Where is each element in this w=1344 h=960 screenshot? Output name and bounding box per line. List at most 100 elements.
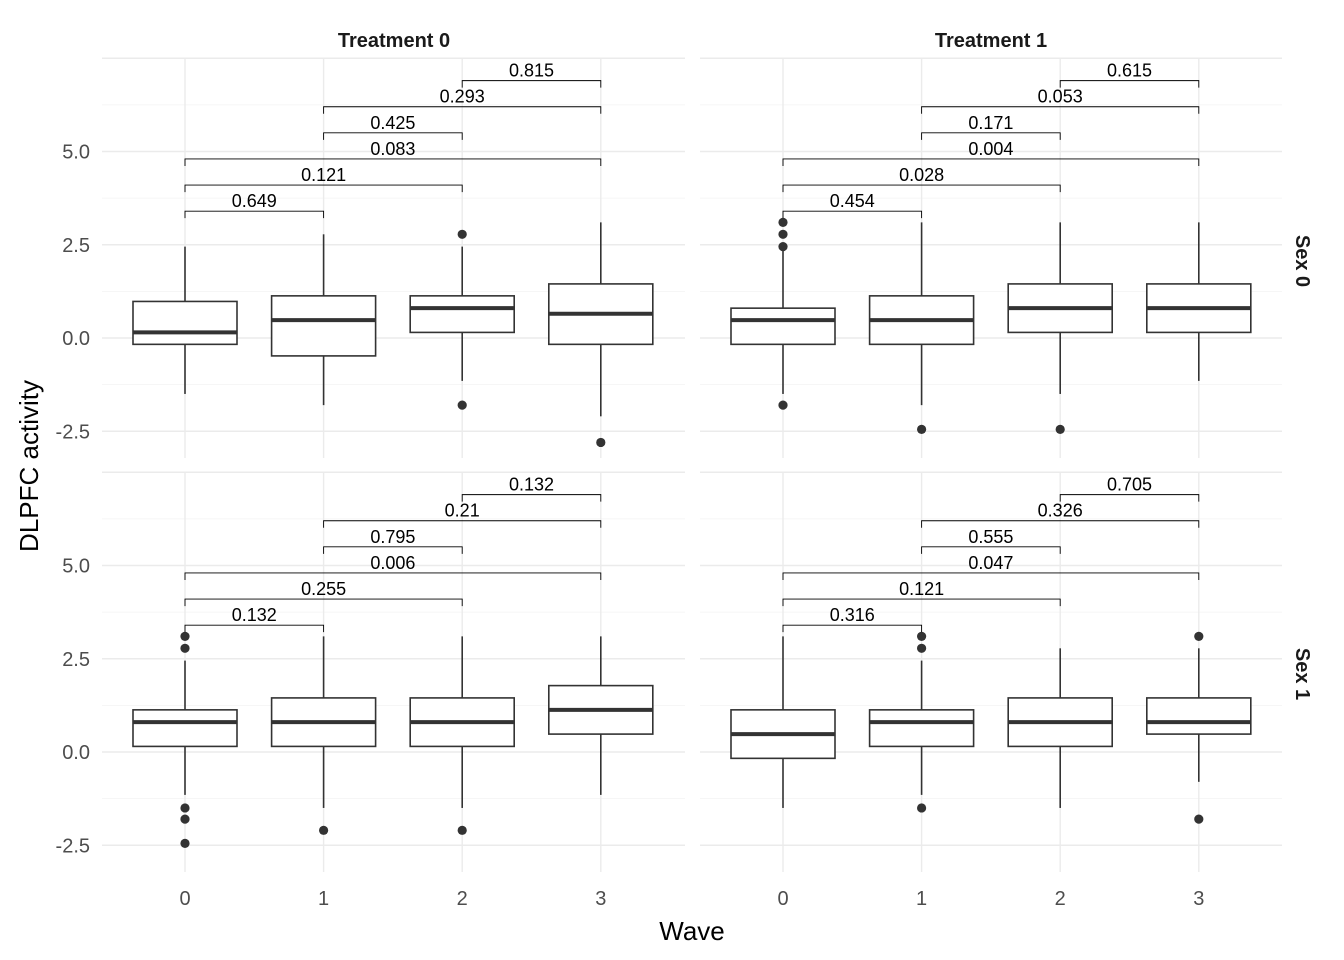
p-value-label: 0.615 (1107, 61, 1152, 81)
p-value-label: 0.083 (370, 139, 415, 159)
box-wave-3 (547, 636, 654, 795)
p-value-label: 0.454 (830, 191, 875, 211)
box-wave-0 (730, 636, 836, 808)
box-wave-3 (547, 222, 654, 448)
y-tick-label: 2.5 (62, 649, 90, 671)
comparison-0-2: 0.028 (782, 165, 1061, 193)
box-wave-1 (270, 234, 377, 406)
comparison-0-1: 0.649 (184, 191, 325, 219)
outlier-point (180, 803, 190, 813)
outlier-point (457, 229, 467, 239)
comparison-bracket (782, 184, 1061, 193)
box-wave-3 (1146, 631, 1252, 824)
comparison-2-3: 0.615 (1059, 61, 1200, 88)
strip-treatment-1: Treatment 1 (935, 30, 1047, 52)
comparison-0-3: 0.004 (782, 139, 1200, 166)
comparison-1-2: 0.171 (921, 113, 1061, 140)
comparison-bracket (461, 494, 602, 502)
y-tick-label: -2.5 (56, 835, 90, 857)
comparison-0-3: 0.047 (782, 553, 1200, 580)
x-tick-label: 2 (1055, 888, 1066, 910)
p-value-label: 0.053 (1038, 87, 1083, 107)
outlier-point (917, 424, 927, 434)
comparison-bracket (1059, 494, 1200, 502)
comparison-0-2: 0.255 (184, 579, 463, 607)
strip-treatment-0: Treatment 0 (338, 30, 450, 52)
panel-1: 0.454 0.028 0.004 0.171 0.053 0.615 (700, 57, 1282, 458)
y-tick-label: 0.0 (62, 328, 90, 350)
p-value-label: 0.047 (968, 553, 1013, 573)
outlier-point (917, 803, 927, 813)
p-value-label: 0.255 (301, 579, 346, 599)
p-value-label: 0.316 (830, 605, 875, 625)
y-axis-title: DLPFC activity (14, 380, 44, 552)
panel-0: 0.649 0.121 0.083 0.425 0.293 0.815 5.0 2.5 0.0 -… (56, 57, 685, 458)
box-wave-3 (1146, 222, 1252, 381)
comparison-bracket (184, 572, 602, 580)
y-tick-label: 5.0 (62, 556, 90, 578)
box-wave-2 (409, 229, 516, 410)
p-value-label: 0.132 (232, 605, 277, 625)
p-value-label: 0.028 (899, 165, 944, 185)
comparison-0-1: 0.132 (184, 605, 325, 633)
comparison-0-2: 0.121 (184, 165, 463, 193)
x-tick-label: 0 (179, 888, 190, 910)
comparison-bracket (782, 210, 923, 219)
p-value-label: 0.649 (232, 191, 277, 211)
comparison-bracket (782, 624, 923, 633)
comparison-0-3: 0.083 (184, 139, 602, 166)
comparison-2-3: 0.815 (461, 61, 602, 88)
p-value-label: 0.171 (968, 113, 1013, 133)
comparison-0-1: 0.454 (782, 191, 923, 219)
outlier-point (596, 437, 606, 448)
x-axis-title: Wave (659, 916, 725, 946)
comparison-bracket (184, 210, 325, 219)
y-tick-label: 0.0 (62, 742, 90, 764)
panel-3: 0.316 0.121 0.047 0.555 0.326 0.705 0 1 2 3 (700, 471, 1282, 910)
iqr-box (270, 295, 377, 357)
box-wave-1 (868, 631, 975, 813)
comparison-bracket (323, 520, 602, 528)
outlier-point (1055, 424, 1065, 434)
box-wave-1 (868, 222, 975, 434)
iqr-box (132, 300, 238, 346)
comparison-1-2: 0.425 (323, 113, 463, 140)
iqr-box (132, 709, 238, 748)
comparison-bracket (921, 546, 1061, 554)
comparison-bracket (323, 546, 463, 554)
y-tick-label: -2.5 (56, 421, 90, 443)
comparison-1-3: 0.21 (323, 501, 602, 528)
comparison-0-1: 0.316 (782, 605, 923, 633)
outlier-point (778, 217, 788, 227)
outlier-point (457, 825, 467, 835)
comparison-1-3: 0.326 (921, 501, 1200, 528)
comparison-2-3: 0.705 (1059, 475, 1200, 502)
p-value-label: 0.006 (370, 553, 415, 573)
comparison-bracket (782, 598, 1061, 607)
x-tick-label: 1 (916, 888, 927, 910)
box-wave-0 (730, 217, 836, 410)
p-value-label: 0.004 (968, 139, 1013, 159)
comparison-bracket (323, 132, 463, 140)
outlier-point (180, 643, 190, 653)
p-value-label: 0.121 (301, 165, 346, 185)
box-wave-0 (132, 631, 238, 848)
y-tick-label: 5.0 (62, 142, 90, 164)
comparison-0-2: 0.121 (782, 579, 1061, 607)
comparison-1-2: 0.555 (921, 527, 1061, 554)
y-tick-label: 2.5 (62, 235, 90, 257)
box-wave-2 (409, 636, 516, 835)
outlier-point (778, 229, 788, 239)
box-wave-1 (270, 636, 377, 835)
outlier-point (180, 631, 190, 641)
outlier-point (778, 242, 788, 252)
comparison-2-3: 0.132 (461, 475, 602, 502)
strip-sex-1: Sex 1 (1291, 648, 1313, 700)
comparison-1-3: 0.053 (921, 87, 1200, 114)
comparison-bracket (184, 158, 602, 166)
box-wave-2 (1007, 648, 1114, 808)
comparison-0-3: 0.006 (184, 553, 602, 580)
p-value-label: 0.293 (440, 87, 485, 107)
outlier-point (778, 400, 788, 410)
